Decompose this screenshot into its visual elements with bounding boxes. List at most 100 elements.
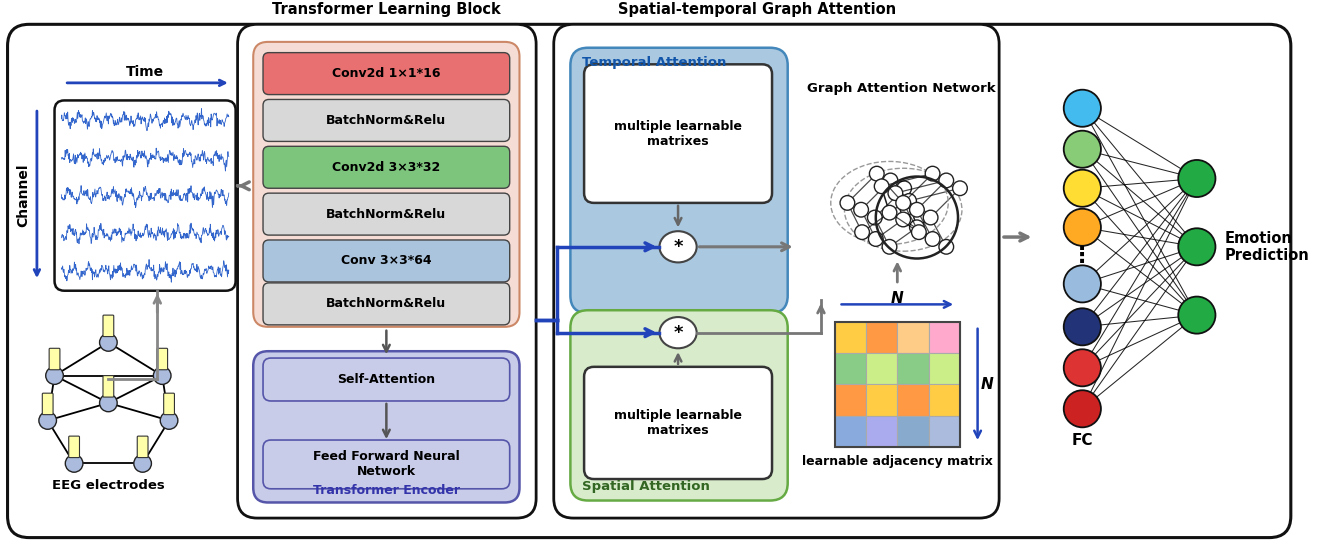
FancyBboxPatch shape bbox=[570, 48, 787, 313]
Circle shape bbox=[99, 334, 117, 351]
Circle shape bbox=[925, 166, 939, 181]
FancyBboxPatch shape bbox=[69, 436, 79, 458]
Bar bbox=[867, 384, 897, 416]
Text: Conv 3×3*64: Conv 3×3*64 bbox=[341, 255, 432, 267]
Bar bbox=[929, 353, 961, 384]
Circle shape bbox=[1178, 296, 1215, 334]
Circle shape bbox=[853, 202, 868, 217]
Text: FC: FC bbox=[1072, 432, 1093, 448]
Text: N: N bbox=[890, 291, 904, 306]
FancyBboxPatch shape bbox=[156, 348, 167, 370]
FancyBboxPatch shape bbox=[8, 24, 1291, 537]
Circle shape bbox=[882, 205, 897, 220]
FancyBboxPatch shape bbox=[49, 348, 60, 370]
Circle shape bbox=[925, 232, 939, 246]
Circle shape bbox=[46, 367, 64, 384]
Bar bbox=[835, 416, 867, 447]
Ellipse shape bbox=[660, 231, 697, 262]
FancyBboxPatch shape bbox=[253, 351, 519, 503]
Text: ⋮: ⋮ bbox=[1071, 246, 1093, 266]
Text: multiple learnable
matrixes: multiple learnable matrixes bbox=[613, 119, 742, 147]
FancyBboxPatch shape bbox=[253, 42, 519, 327]
Text: Temporal Attention: Temporal Attention bbox=[582, 56, 726, 69]
Text: Self-Attention: Self-Attention bbox=[338, 373, 436, 386]
Bar bbox=[897, 384, 929, 416]
Text: *: * bbox=[673, 238, 682, 256]
Text: N: N bbox=[980, 377, 994, 392]
FancyBboxPatch shape bbox=[264, 440, 510, 489]
Circle shape bbox=[897, 181, 912, 196]
FancyBboxPatch shape bbox=[237, 24, 537, 518]
Text: Transformer Encoder: Transformer Encoder bbox=[313, 483, 460, 497]
Text: Feed Forward Neural
Network: Feed Forward Neural Network bbox=[313, 450, 460, 478]
FancyBboxPatch shape bbox=[570, 310, 787, 500]
FancyBboxPatch shape bbox=[103, 376, 114, 397]
Circle shape bbox=[99, 394, 117, 412]
Circle shape bbox=[869, 166, 884, 181]
Bar bbox=[929, 322, 961, 353]
Circle shape bbox=[924, 210, 938, 225]
Circle shape bbox=[65, 455, 83, 472]
Circle shape bbox=[896, 196, 910, 210]
Circle shape bbox=[888, 186, 902, 200]
FancyBboxPatch shape bbox=[264, 100, 510, 141]
Bar bbox=[835, 384, 867, 416]
Text: BatchNorm&Relu: BatchNorm&Relu bbox=[326, 207, 447, 221]
Bar bbox=[835, 322, 961, 447]
Text: multiple learnable
matrixes: multiple learnable matrixes bbox=[613, 409, 742, 437]
Circle shape bbox=[855, 225, 869, 239]
Circle shape bbox=[939, 173, 954, 188]
Text: learnable adjacency matrix: learnable adjacency matrix bbox=[802, 455, 992, 468]
Bar bbox=[867, 416, 897, 447]
Bar bbox=[897, 416, 929, 447]
Text: Conv2d 3×3*32: Conv2d 3×3*32 bbox=[333, 161, 440, 174]
Circle shape bbox=[134, 455, 151, 472]
FancyBboxPatch shape bbox=[54, 101, 236, 291]
FancyBboxPatch shape bbox=[138, 436, 148, 458]
Text: Time: Time bbox=[126, 65, 164, 79]
FancyBboxPatch shape bbox=[264, 240, 510, 282]
Text: Spatial-temporal Graph Attention: Spatial-temporal Graph Attention bbox=[617, 2, 896, 16]
Circle shape bbox=[1064, 209, 1101, 246]
Bar bbox=[835, 353, 867, 384]
Circle shape bbox=[1178, 228, 1215, 265]
Ellipse shape bbox=[660, 317, 697, 348]
Text: *: * bbox=[673, 324, 682, 342]
Circle shape bbox=[939, 239, 954, 254]
Text: Emotion
Prediction: Emotion Prediction bbox=[1224, 230, 1309, 263]
Circle shape bbox=[1064, 309, 1101, 345]
Text: BatchNorm&Relu: BatchNorm&Relu bbox=[326, 298, 447, 310]
Circle shape bbox=[1064, 265, 1101, 302]
Bar bbox=[897, 353, 929, 384]
FancyBboxPatch shape bbox=[554, 24, 999, 518]
Circle shape bbox=[38, 412, 57, 430]
Circle shape bbox=[1064, 170, 1101, 207]
Circle shape bbox=[1064, 90, 1101, 127]
Circle shape bbox=[868, 232, 884, 246]
Bar bbox=[867, 322, 897, 353]
Circle shape bbox=[882, 239, 897, 254]
FancyBboxPatch shape bbox=[264, 53, 510, 95]
Circle shape bbox=[1064, 390, 1101, 427]
FancyBboxPatch shape bbox=[584, 64, 772, 203]
FancyBboxPatch shape bbox=[164, 393, 175, 415]
Circle shape bbox=[884, 173, 898, 188]
Text: Conv2d 1×1*16: Conv2d 1×1*16 bbox=[333, 67, 441, 80]
Circle shape bbox=[874, 179, 889, 194]
FancyBboxPatch shape bbox=[264, 283, 510, 325]
Text: EEG electrodes: EEG electrodes bbox=[52, 479, 164, 492]
Bar bbox=[897, 322, 929, 353]
Circle shape bbox=[896, 212, 910, 227]
Text: Graph Attention Network: Graph Attention Network bbox=[807, 82, 995, 95]
Text: BatchNorm&Relu: BatchNorm&Relu bbox=[326, 114, 447, 127]
Bar bbox=[929, 416, 961, 447]
Bar bbox=[867, 353, 897, 384]
Text: Channel: Channel bbox=[16, 164, 30, 227]
Bar bbox=[929, 384, 961, 416]
Circle shape bbox=[909, 202, 925, 217]
Circle shape bbox=[868, 210, 882, 225]
Text: Spatial Attention: Spatial Attention bbox=[582, 480, 710, 493]
Circle shape bbox=[1178, 160, 1215, 197]
Circle shape bbox=[1064, 131, 1101, 168]
FancyBboxPatch shape bbox=[264, 193, 510, 235]
